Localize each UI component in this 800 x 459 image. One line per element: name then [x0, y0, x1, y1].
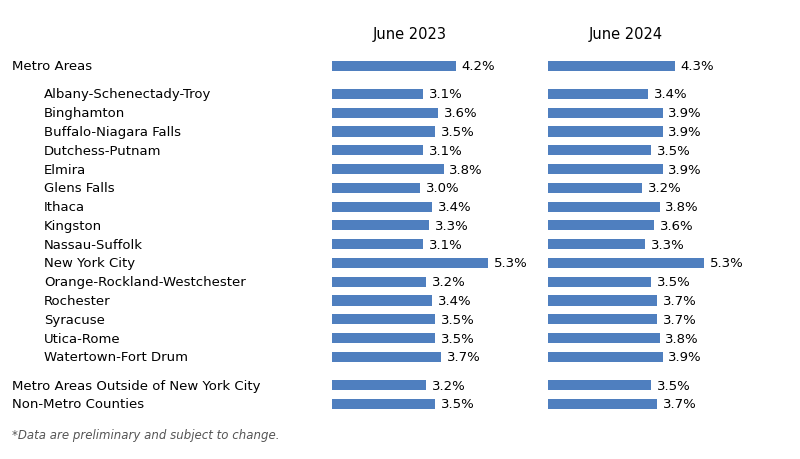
Text: Non-Metro Counties: Non-Metro Counties	[12, 397, 144, 410]
Text: 3.5%: 3.5%	[657, 379, 690, 392]
Text: 3.6%: 3.6%	[659, 219, 693, 232]
Text: Nassau-Suffolk: Nassau-Suffolk	[44, 238, 143, 251]
Text: 3.7%: 3.7%	[662, 294, 696, 308]
FancyBboxPatch shape	[548, 314, 657, 325]
Text: Syracuse: Syracuse	[44, 313, 105, 326]
Text: 3.8%: 3.8%	[666, 332, 699, 345]
Text: 3.5%: 3.5%	[441, 126, 474, 139]
Text: Watertown-Fort Drum: Watertown-Fort Drum	[44, 351, 188, 364]
FancyBboxPatch shape	[332, 399, 435, 409]
Text: June 2024: June 2024	[589, 27, 663, 42]
Text: Dutchess-Putnam: Dutchess-Putnam	[44, 145, 162, 157]
Text: 3.7%: 3.7%	[662, 313, 696, 326]
Text: Glens Falls: Glens Falls	[44, 182, 114, 195]
FancyBboxPatch shape	[548, 333, 660, 343]
FancyBboxPatch shape	[332, 183, 420, 193]
FancyBboxPatch shape	[332, 165, 444, 175]
FancyBboxPatch shape	[548, 380, 651, 390]
Text: 3.7%: 3.7%	[446, 351, 480, 364]
Text: 3.8%: 3.8%	[666, 201, 699, 213]
Text: Rochester: Rochester	[44, 294, 110, 308]
FancyBboxPatch shape	[548, 146, 651, 156]
FancyBboxPatch shape	[548, 183, 642, 193]
FancyBboxPatch shape	[548, 108, 662, 118]
Text: New York City: New York City	[44, 257, 135, 270]
FancyBboxPatch shape	[332, 221, 429, 231]
FancyBboxPatch shape	[332, 314, 435, 325]
Text: 3.5%: 3.5%	[441, 332, 474, 345]
Text: 3.9%: 3.9%	[668, 163, 702, 176]
FancyBboxPatch shape	[548, 240, 645, 250]
FancyBboxPatch shape	[548, 221, 654, 231]
Text: 3.5%: 3.5%	[441, 313, 474, 326]
Text: Albany-Schenectady-Troy: Albany-Schenectady-Troy	[44, 88, 211, 101]
Text: *Data are preliminary and subject to change.: *Data are preliminary and subject to cha…	[12, 428, 279, 441]
FancyBboxPatch shape	[548, 127, 662, 137]
FancyBboxPatch shape	[332, 296, 432, 306]
Text: 3.2%: 3.2%	[432, 379, 466, 392]
Text: 3.0%: 3.0%	[426, 182, 459, 195]
FancyBboxPatch shape	[332, 127, 435, 137]
FancyBboxPatch shape	[332, 108, 438, 118]
FancyBboxPatch shape	[332, 90, 423, 100]
Text: 3.9%: 3.9%	[668, 107, 702, 120]
Text: 4.2%: 4.2%	[462, 60, 495, 73]
FancyBboxPatch shape	[332, 352, 441, 362]
Text: 3.7%: 3.7%	[662, 397, 696, 410]
Text: 3.5%: 3.5%	[441, 397, 474, 410]
Text: 5.3%: 5.3%	[494, 257, 527, 270]
Text: 3.1%: 3.1%	[429, 145, 462, 157]
FancyBboxPatch shape	[332, 62, 456, 72]
Text: 3.4%: 3.4%	[438, 294, 471, 308]
FancyBboxPatch shape	[332, 240, 423, 250]
Text: Utica-Rome: Utica-Rome	[44, 332, 121, 345]
Text: June 2023: June 2023	[373, 27, 447, 42]
FancyBboxPatch shape	[332, 277, 426, 287]
Text: 3.5%: 3.5%	[657, 275, 690, 289]
Text: Metro Areas Outside of New York City: Metro Areas Outside of New York City	[12, 379, 261, 392]
Text: Metro Areas: Metro Areas	[12, 60, 92, 73]
FancyBboxPatch shape	[332, 146, 423, 156]
FancyBboxPatch shape	[548, 62, 674, 72]
Text: Elmira: Elmira	[44, 163, 86, 176]
Text: 3.6%: 3.6%	[443, 107, 477, 120]
FancyBboxPatch shape	[548, 258, 704, 269]
Text: 3.1%: 3.1%	[429, 88, 462, 101]
FancyBboxPatch shape	[332, 380, 426, 390]
Text: Ithaca: Ithaca	[44, 201, 85, 213]
Text: Kingston: Kingston	[44, 219, 102, 232]
Text: 3.2%: 3.2%	[432, 275, 466, 289]
FancyBboxPatch shape	[548, 165, 662, 175]
Text: Binghamton: Binghamton	[44, 107, 126, 120]
Text: 3.2%: 3.2%	[648, 182, 682, 195]
Text: Orange-Rockland-Westchester: Orange-Rockland-Westchester	[44, 275, 246, 289]
FancyBboxPatch shape	[332, 333, 435, 343]
Text: Buffalo-Niagara Falls: Buffalo-Niagara Falls	[44, 126, 181, 139]
FancyBboxPatch shape	[548, 352, 662, 362]
Text: 3.1%: 3.1%	[429, 238, 462, 251]
Text: 3.5%: 3.5%	[657, 145, 690, 157]
FancyBboxPatch shape	[332, 202, 432, 212]
Text: 4.3%: 4.3%	[680, 60, 714, 73]
Text: 3.3%: 3.3%	[434, 219, 469, 232]
Text: 3.3%: 3.3%	[650, 238, 685, 251]
FancyBboxPatch shape	[548, 90, 648, 100]
Text: 5.3%: 5.3%	[710, 257, 743, 270]
FancyBboxPatch shape	[548, 296, 657, 306]
Text: 3.9%: 3.9%	[668, 351, 702, 364]
Text: 3.4%: 3.4%	[654, 88, 687, 101]
FancyBboxPatch shape	[548, 202, 660, 212]
Text: 3.9%: 3.9%	[668, 126, 702, 139]
Text: 3.8%: 3.8%	[450, 163, 483, 176]
Text: 3.4%: 3.4%	[438, 201, 471, 213]
FancyBboxPatch shape	[548, 399, 657, 409]
FancyBboxPatch shape	[332, 258, 488, 269]
FancyBboxPatch shape	[548, 277, 651, 287]
